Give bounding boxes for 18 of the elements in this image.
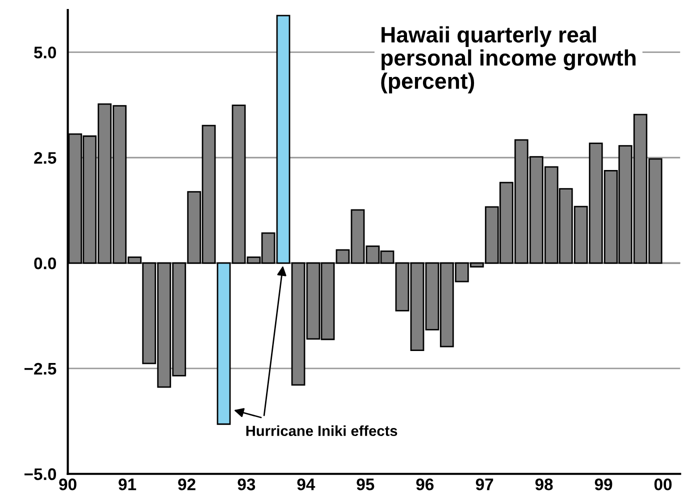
y-tick-label: 2.5: [34, 152, 56, 164]
y-tick-label: −2.5: [24, 362, 56, 375]
x-tick-label: 97: [476, 478, 494, 490]
x-tick-label: 94: [297, 478, 316, 490]
x-tick-label: 92: [178, 478, 196, 490]
x-tick-label: 99: [594, 478, 612, 490]
x-tick-label: 91: [118, 478, 136, 490]
x-tick-label: 93: [238, 478, 256, 490]
x-tick-label: 00: [654, 478, 672, 490]
x-tick-label: 98: [535, 478, 553, 490]
y-tick-label: −5.0: [24, 468, 56, 480]
text: Hawaii quarterly real personal income growth (percent): [381, 26, 636, 94]
y-tick-label: 5.0: [34, 46, 56, 58]
x-tick-label: 96: [416, 478, 434, 490]
x-tick-label: 95: [356, 478, 374, 490]
x-tick-label: 90: [59, 478, 76, 490]
annotation: Hurricane Iniki effects: [246, 425, 398, 436]
y-tick-label: 0.0: [34, 257, 56, 270]
